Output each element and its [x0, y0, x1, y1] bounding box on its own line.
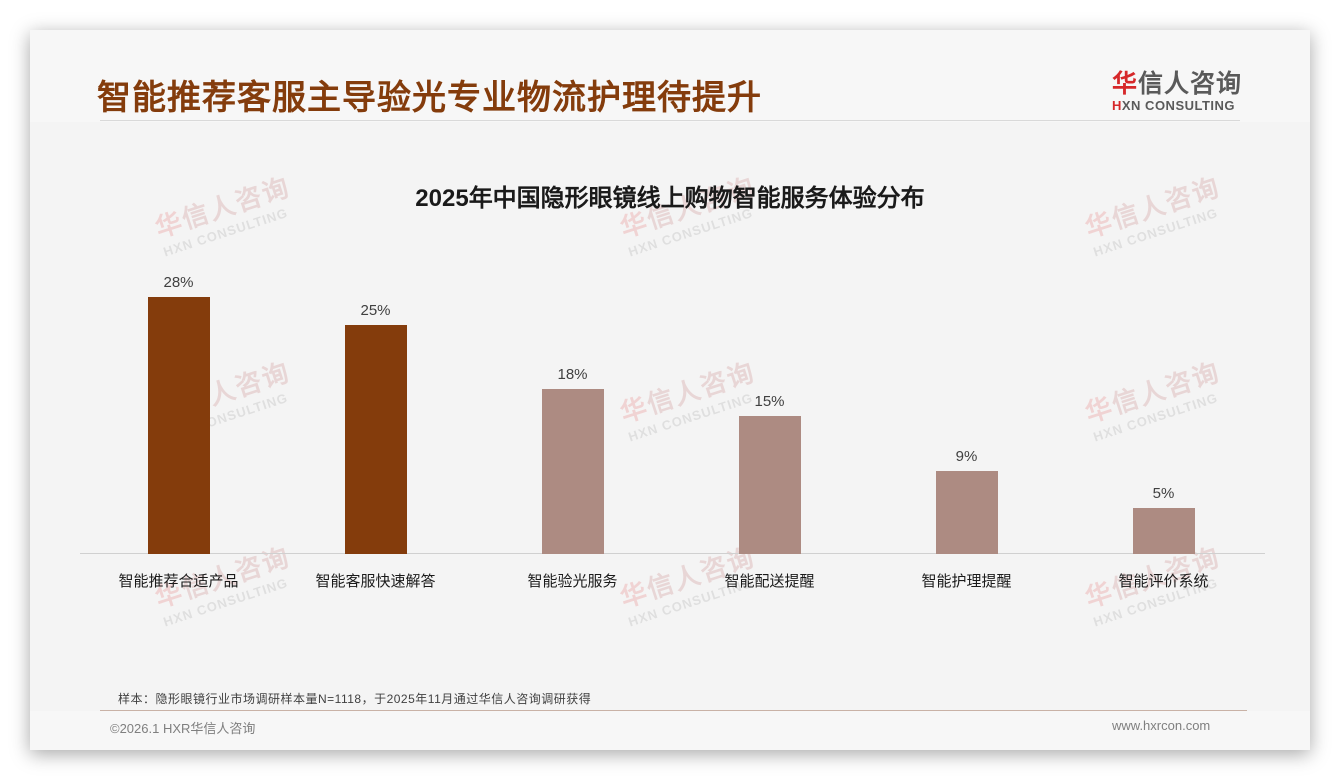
bar — [1133, 508, 1195, 554]
category-label: 智能评价系统 — [1118, 573, 1209, 590]
bar-group: 5% — [1065, 230, 1262, 554]
bar — [148, 297, 210, 554]
bar — [936, 471, 998, 554]
logo-english: HXN CONSULTING — [1112, 98, 1242, 113]
logo-en-mark: H — [1112, 98, 1122, 113]
copyright: ©2026.1 HXR华信人咨询 — [110, 721, 256, 736]
slide: 智能推荐客服主导验光专业物流护理待提升 华信人咨询 HXN CONSULTING… — [30, 30, 1310, 750]
bar-group: 15% — [671, 230, 868, 554]
bar-value-label: 28% — [163, 274, 194, 291]
bar-group: 9% — [868, 230, 1065, 554]
logo-chinese: 华信人咨询 — [1112, 64, 1242, 100]
logo-text: 信人咨询 — [1138, 70, 1243, 98]
sample-note: 样本：隐形眼镜行业市场调研样本量N=1118，于2025年11月通过华信人咨询调… — [118, 692, 592, 706]
bar — [542, 389, 604, 554]
bar-group: 28% — [80, 230, 277, 554]
footer-band — [30, 711, 1310, 750]
company-logo: 华信人咨询 HXN CONSULTING — [1112, 64, 1242, 113]
chart-title: 2025年中国隐形眼镜线上购物智能服务体验分布 — [415, 185, 925, 212]
bar-group: 18% — [474, 230, 671, 554]
header-band — [30, 30, 1310, 122]
bar-value-label: 15% — [754, 393, 785, 410]
bar-value-label: 5% — [1152, 485, 1175, 502]
website-link[interactable]: www.hxrcon.com — [1112, 718, 1211, 733]
bar-chart-plot: 28% 25% 18% 15% 9% 5% — [80, 230, 1265, 554]
bar-value-label: 18% — [557, 366, 588, 383]
bar — [739, 416, 801, 554]
logo-en-text: XN CONSULTING — [1121, 98, 1236, 113]
footer-divider — [100, 710, 1247, 711]
bar — [345, 325, 407, 554]
bar-value-label: 9% — [955, 448, 978, 465]
logo-mark: 华 — [1112, 70, 1139, 98]
bar-value-label: 25% — [360, 302, 391, 319]
category-label: 智能护理提醒 — [921, 573, 1012, 590]
x-axis-line — [80, 553, 1265, 554]
category-label: 智能客服快速解答 — [315, 573, 436, 590]
title-divider — [100, 120, 1240, 121]
bar-group: 25% — [277, 230, 474, 554]
category-label: 智能推荐合适产品 — [118, 573, 239, 590]
category-label: 智能验光服务 — [527, 573, 618, 590]
page-title: 智能推荐客服主导验光专业物流护理待提升 — [97, 79, 762, 117]
category-label: 智能配送提醒 — [724, 573, 815, 590]
